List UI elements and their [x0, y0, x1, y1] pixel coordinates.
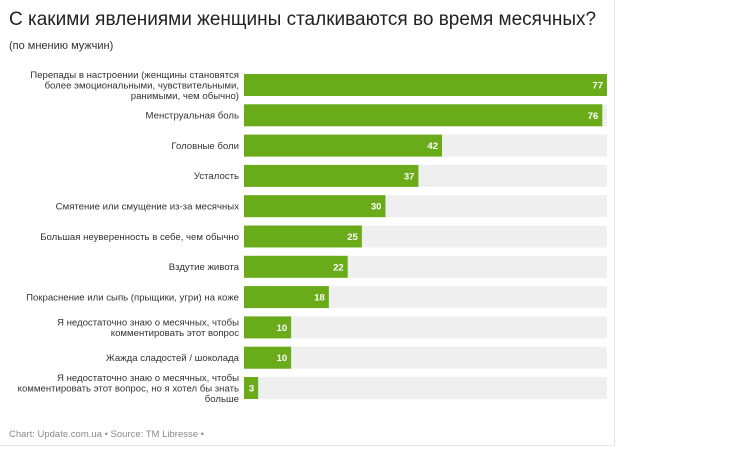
bar-value-label: 30: [371, 202, 382, 213]
category-label-line: Я недостаточно знаю о месячных, чтобы: [57, 317, 239, 328]
category-label: Покраснение или сыпь (прыщики, угри) на …: [26, 292, 239, 303]
category-label: Усталость: [194, 171, 239, 182]
bar: [244, 225, 362, 248]
bar: [244, 134, 442, 157]
bar-track: [244, 377, 607, 399]
category-label-line: Усталость: [194, 171, 239, 182]
bar: [244, 377, 259, 399]
category-label: Вздутие живота: [169, 262, 240, 273]
category-label-line: Покраснение или сыпь (прыщики, угри) на …: [26, 292, 239, 303]
bar-value-label: 18: [314, 293, 325, 304]
chart-title: С какими явлениями женщины сталкиваются …: [9, 9, 597, 30]
bar: [244, 346, 292, 369]
bar-value-label: 10: [277, 323, 288, 334]
bar: [244, 74, 607, 96]
bar: [244, 164, 419, 187]
category-label: Жажда сладостей / шоколада: [106, 353, 240, 364]
bar-track: [244, 286, 607, 309]
category-label-line: Я недостаточно знаю о месячных, чтобы: [57, 373, 239, 384]
category-label-line: Головные боли: [171, 141, 239, 152]
bar: [244, 195, 386, 218]
category-label-line: Смятение или смущение из-за месячных: [56, 202, 240, 213]
category-label: Я недостаточно знаю о месячных, чтобы ком…: [18, 373, 239, 405]
bar-value-label: 77: [592, 81, 603, 92]
chart-subtitle: (по мнению мужчин): [9, 40, 114, 52]
bar-value-label: 10: [277, 353, 288, 364]
bar: [244, 316, 292, 339]
bar-value-label: 25: [347, 232, 358, 243]
bar-value-label: 42: [427, 141, 438, 152]
bar-value-label: 3: [249, 384, 254, 395]
bar: [244, 104, 603, 127]
category-label: Перепады в настроении (женщины становятс…: [30, 70, 239, 102]
chart-card: С какими явлениями женщины сталкиваются …: [0, 0, 615, 446]
category-label-line: более эмоциональными, чувствительными,: [45, 80, 239, 91]
category-label-line: Перепады в настроении (женщины становятс…: [30, 70, 239, 81]
category-label-line: Большая неуверенность в себе, чем обычно: [40, 232, 239, 243]
chart-source: Chart: Update.com.ua • Source: TM Libres…: [9, 429, 204, 440]
bar-value-label: 76: [588, 111, 599, 122]
bar: [244, 255, 348, 278]
category-label-line: ранимыми, чем обычно): [131, 91, 239, 102]
category-label-line: комментировать этот вопрос: [111, 328, 239, 339]
category-label: Головные боли: [171, 141, 239, 152]
bar-value-label: 22: [333, 262, 344, 273]
category-label: Я недостаточно знаю о месячных, чтобы ком…: [57, 317, 239, 339]
category-label-line: Вздутие живота: [169, 262, 240, 273]
category-label-line: комментировать этот вопрос, но я хотел б…: [18, 383, 239, 394]
bar-track: [244, 346, 607, 369]
category-label-line: больше: [205, 394, 239, 405]
category-label-line: Жажда сладостей / шоколада: [106, 353, 240, 364]
bar-chart: 77 Перепады в настроении (женщины становя…: [18, 70, 607, 405]
category-label: Менструальная боль: [146, 111, 239, 122]
bar-track: [244, 316, 607, 339]
category-label: Большая неуверенность в себе, чем обычно: [40, 232, 239, 243]
category-label-line: Менструальная боль: [146, 111, 239, 122]
bar: [244, 286, 329, 309]
category-label: Смятение или смущение из-за месячных: [56, 202, 240, 213]
bar-value-label: 37: [404, 171, 415, 182]
